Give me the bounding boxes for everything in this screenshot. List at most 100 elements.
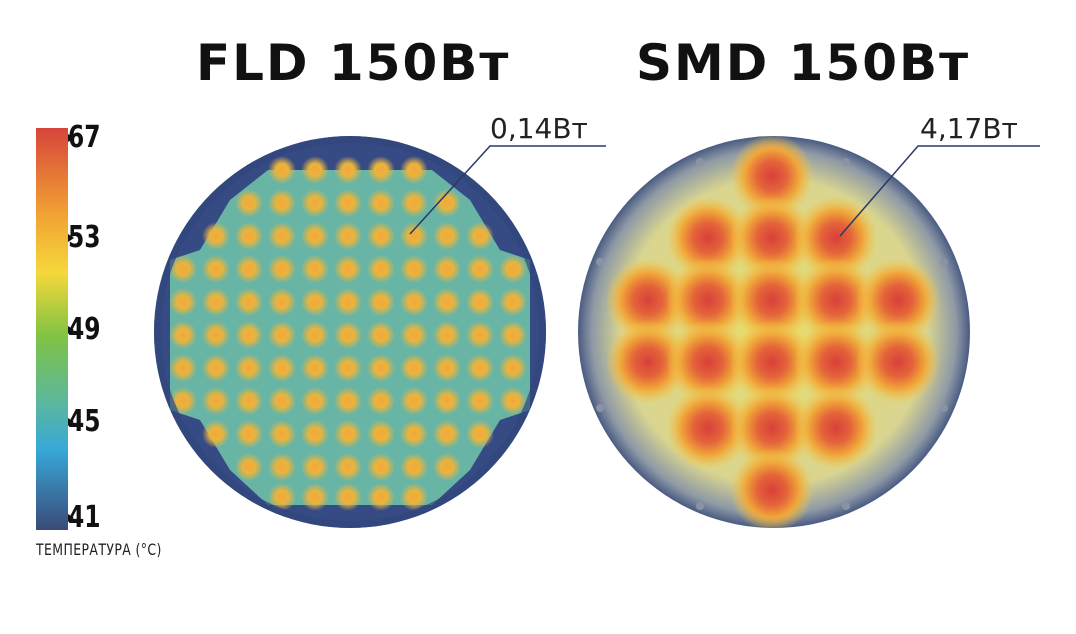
fld-led bbox=[202, 222, 230, 250]
fld-led bbox=[301, 288, 329, 316]
fld-led bbox=[268, 321, 296, 349]
fld-led bbox=[169, 255, 197, 283]
smd-led bbox=[730, 136, 814, 218]
fld-led bbox=[400, 483, 428, 511]
fld-led bbox=[334, 453, 362, 481]
fld-led bbox=[301, 255, 329, 283]
fld-led bbox=[466, 222, 494, 250]
fld-led bbox=[301, 483, 329, 511]
fld-led bbox=[466, 255, 494, 283]
fld-led bbox=[499, 354, 527, 382]
fld-led bbox=[433, 453, 461, 481]
smd-led bbox=[794, 320, 878, 404]
fld-led bbox=[433, 321, 461, 349]
smd-led bbox=[794, 258, 878, 342]
fld-led bbox=[367, 387, 395, 415]
fld-led bbox=[235, 420, 263, 448]
smd-led bbox=[730, 196, 814, 280]
scale-tick-53: 53 bbox=[68, 220, 101, 255]
fld-led bbox=[301, 420, 329, 448]
fld-led bbox=[334, 156, 362, 184]
fld-led bbox=[433, 288, 461, 316]
callout-line-smd bbox=[839, 145, 1040, 237]
scale-tick-41: 41 bbox=[68, 500, 101, 535]
fld-led bbox=[466, 387, 494, 415]
title-smd: SMD 150Вт bbox=[636, 34, 971, 92]
fld-led bbox=[235, 222, 263, 250]
smd-led bbox=[666, 196, 750, 280]
fld-led bbox=[433, 189, 461, 217]
fld-led bbox=[235, 387, 263, 415]
scale-tick-markers bbox=[68, 134, 74, 522]
fld-led bbox=[433, 222, 461, 250]
fld-led bbox=[169, 288, 197, 316]
smd-led bbox=[730, 320, 814, 404]
fld-led bbox=[334, 255, 362, 283]
mounting-hole bbox=[940, 404, 948, 412]
smd-led-grid bbox=[606, 136, 940, 528]
fld-led bbox=[367, 483, 395, 511]
fld-led bbox=[301, 189, 329, 217]
fld-led bbox=[334, 483, 362, 511]
fld-led bbox=[235, 189, 263, 217]
fld-led bbox=[400, 255, 428, 283]
callout-smd-power: 4,17Вт bbox=[920, 112, 1018, 145]
fld-led bbox=[367, 321, 395, 349]
fld-led bbox=[334, 189, 362, 217]
callout-fld-power: 0,14Вт bbox=[490, 112, 588, 145]
fld-led bbox=[400, 288, 428, 316]
fld-led bbox=[268, 387, 296, 415]
smd-led bbox=[794, 386, 878, 470]
fld-led bbox=[268, 453, 296, 481]
fld-led bbox=[400, 420, 428, 448]
fld-led bbox=[400, 453, 428, 481]
fld-led bbox=[301, 453, 329, 481]
fld-led bbox=[499, 255, 527, 283]
fld-led bbox=[466, 354, 494, 382]
fld-led bbox=[400, 387, 428, 415]
fld-led bbox=[400, 321, 428, 349]
fld-led bbox=[367, 156, 395, 184]
fld-led bbox=[334, 288, 362, 316]
fld-led bbox=[268, 255, 296, 283]
mounting-hole bbox=[596, 258, 604, 266]
fld-led bbox=[466, 288, 494, 316]
fld-led bbox=[235, 321, 263, 349]
smd-led bbox=[666, 258, 750, 342]
fld-led bbox=[268, 156, 296, 184]
mounting-hole bbox=[842, 158, 850, 166]
fld-led bbox=[268, 354, 296, 382]
fld-led-grid bbox=[169, 156, 527, 511]
fld-led bbox=[202, 255, 230, 283]
fld-led bbox=[268, 483, 296, 511]
smd-led bbox=[666, 320, 750, 404]
fld-led bbox=[235, 354, 263, 382]
temperature-scale-bar bbox=[36, 128, 68, 530]
smd-mounting-holes bbox=[596, 158, 948, 510]
scale-tick-49: 49 bbox=[68, 312, 101, 347]
title-fld: FLD 150Вт bbox=[196, 34, 511, 92]
fld-led bbox=[268, 288, 296, 316]
smd-led bbox=[856, 320, 940, 404]
fld-led bbox=[367, 354, 395, 382]
fld-led bbox=[466, 420, 494, 448]
smd-led bbox=[730, 448, 814, 528]
fld-led bbox=[268, 222, 296, 250]
fld-led bbox=[433, 354, 461, 382]
fld-led bbox=[235, 288, 263, 316]
callout-line-fld bbox=[409, 145, 606, 235]
mounting-hole bbox=[696, 158, 704, 166]
mounting-hole bbox=[696, 502, 704, 510]
scale-tick-45: 45 bbox=[68, 404, 101, 439]
fld-led bbox=[169, 321, 197, 349]
fld-led bbox=[334, 222, 362, 250]
fld-led bbox=[367, 189, 395, 217]
smd-led bbox=[666, 386, 750, 470]
smd-led bbox=[730, 386, 814, 470]
fld-led bbox=[202, 321, 230, 349]
fld-led bbox=[235, 255, 263, 283]
fld-led bbox=[235, 453, 263, 481]
fld-led bbox=[466, 321, 494, 349]
fld-led bbox=[499, 321, 527, 349]
